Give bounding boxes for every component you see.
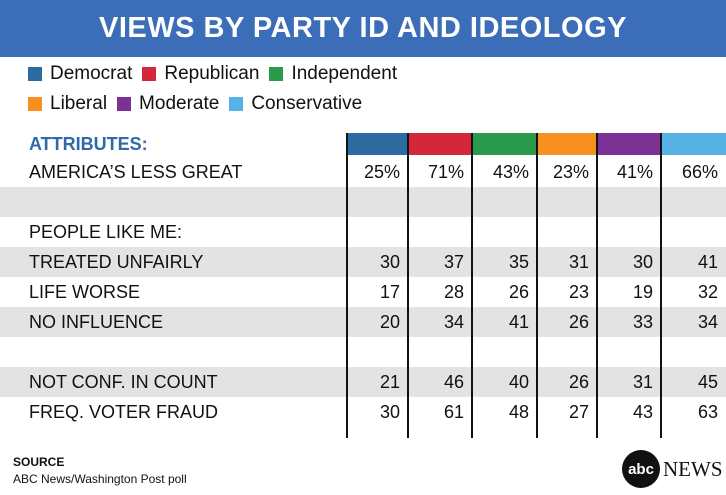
table-cell: 41: [697, 252, 718, 272]
source-text: ABC News/Washington Post poll: [13, 472, 187, 486]
row-label: AMERICA’S LESS GREAT: [29, 162, 243, 182]
table-cell: 32: [697, 282, 718, 302]
table-cell: 71%: [427, 162, 464, 182]
section-heading-row: PEOPLE LIKE ME:: [0, 217, 726, 247]
table-cell: 20: [379, 312, 400, 332]
legend-label: Liberal: [50, 93, 108, 114]
legend-item-republican: Republican: [142, 63, 259, 85]
table-row: NO INFLUENCE 20 34 41 26 33 34: [0, 307, 726, 337]
table-cell: 41: [508, 312, 529, 332]
legend-row-1: Democrat Republican Independent: [28, 63, 407, 85]
table-cell: 17: [379, 282, 400, 302]
column-divider: [536, 133, 538, 438]
legend-swatch: [117, 97, 132, 111]
table-row: FREQ. VOTER FRAUD 30 61 48 27 43 63: [0, 397, 726, 427]
legend-item-liberal: Liberal: [28, 93, 107, 115]
legend-label: Democrat: [50, 63, 133, 84]
row-label: LIFE WORSE: [29, 282, 141, 302]
table-cell: 25%: [363, 162, 400, 182]
table-cell: 27: [568, 402, 589, 422]
legend-item-democrat: Democrat: [28, 63, 132, 85]
table-cell: 41%: [616, 162, 653, 182]
column-header-bar-moderate: [597, 133, 661, 155]
column-divider: [346, 133, 348, 438]
table-cell: 33: [632, 312, 653, 332]
legend-label: Republican: [164, 63, 260, 84]
column-divider: [660, 133, 662, 438]
legend-item-conservative: Conservative: [229, 93, 362, 115]
table-cell: 23%: [552, 162, 589, 182]
row-label: NO INFLUENCE: [29, 312, 164, 332]
legend-row-2: Liberal Moderate Conservative: [28, 93, 372, 115]
column-header-bar-liberal: [537, 133, 597, 155]
table-cell: 21: [379, 372, 400, 392]
table-cell: 19: [632, 282, 653, 302]
column-header-bar-conservative: [661, 133, 726, 155]
legend-item-moderate: Moderate: [117, 93, 219, 115]
column-header-bar-republican: [408, 133, 472, 155]
table-row: AMERICA’S LESS GREAT 25% 71% 43% 23% 41% 66%: [0, 157, 726, 187]
legend-label: Conservative: [251, 93, 363, 114]
row-label: NOT CONF. IN COUNT: [29, 372, 218, 392]
legend-swatch: [28, 67, 42, 81]
column-header-bar-democrat: [347, 133, 408, 155]
legend-label: Independent: [291, 63, 398, 84]
table-row-shade: [0, 247, 726, 277]
table-row: NOT CONF. IN COUNT 21 46 40 26 31 45: [0, 367, 726, 397]
table-cell: 31: [632, 372, 653, 392]
column-divider: [471, 133, 473, 438]
legend-swatch: [142, 67, 157, 81]
table-cell: 66%: [681, 162, 718, 182]
section-heading: PEOPLE LIKE ME:: [29, 222, 183, 242]
abc-news-logo: abc NEWS: [622, 450, 723, 488]
source-heading: SOURCE: [13, 455, 65, 469]
chart-title: VIEWS BY PARTY ID AND IDEOLOGY: [99, 12, 627, 44]
abc-logo-circle: abc: [622, 450, 660, 488]
news-wordmark: NEWS: [663, 456, 723, 481]
table-row-shade: [0, 367, 726, 397]
row-label: TREATED UNFAIRLY: [29, 252, 204, 272]
table-cell: 43: [632, 402, 653, 422]
legend-swatch: [28, 97, 42, 111]
column-header-bar-independent: [472, 133, 537, 155]
table-cell: 26: [568, 312, 589, 332]
legend-label: Moderate: [139, 93, 220, 114]
table-cell: 40: [508, 372, 529, 392]
title-bar: VIEWS BY PARTY ID AND IDEOLOGY: [0, 0, 726, 57]
legend-swatch: [229, 97, 244, 111]
table-cell: 46: [443, 372, 464, 392]
table-row-shade: [0, 307, 726, 337]
table-cell: 63: [697, 402, 718, 422]
table-cell: 48: [508, 402, 529, 422]
table-cell: 26: [508, 282, 529, 302]
table-cell: 37: [443, 252, 464, 272]
table-cell: 45: [697, 372, 718, 392]
attributes-heading: ATTRIBUTES:: [29, 134, 148, 154]
table-cell: 28: [443, 282, 464, 302]
spacer-row: [0, 187, 726, 217]
table-cell: 30: [379, 402, 400, 422]
table-cell: 34: [443, 312, 464, 332]
column-divider: [596, 133, 598, 438]
table-cell: 34: [697, 312, 718, 332]
table-cell: 61: [443, 402, 464, 422]
table-cell: 35: [508, 252, 529, 272]
table-row: TREATED UNFAIRLY 30 37 35 31 30 41: [0, 247, 726, 277]
table-cell: 30: [379, 252, 400, 272]
column-divider: [407, 133, 409, 438]
table-cell: 43%: [492, 162, 529, 182]
table-cell: 31: [568, 252, 589, 272]
table-cell: 23: [568, 282, 589, 302]
table-cell: 30: [632, 252, 653, 272]
table-cell: 26: [568, 372, 589, 392]
legend-item-independent: Independent: [269, 63, 397, 85]
row-label: FREQ. VOTER FRAUD: [29, 402, 219, 422]
table-row: LIFE WORSE 17 28 26 23 19 32: [0, 277, 726, 307]
legend-swatch: [269, 67, 284, 81]
